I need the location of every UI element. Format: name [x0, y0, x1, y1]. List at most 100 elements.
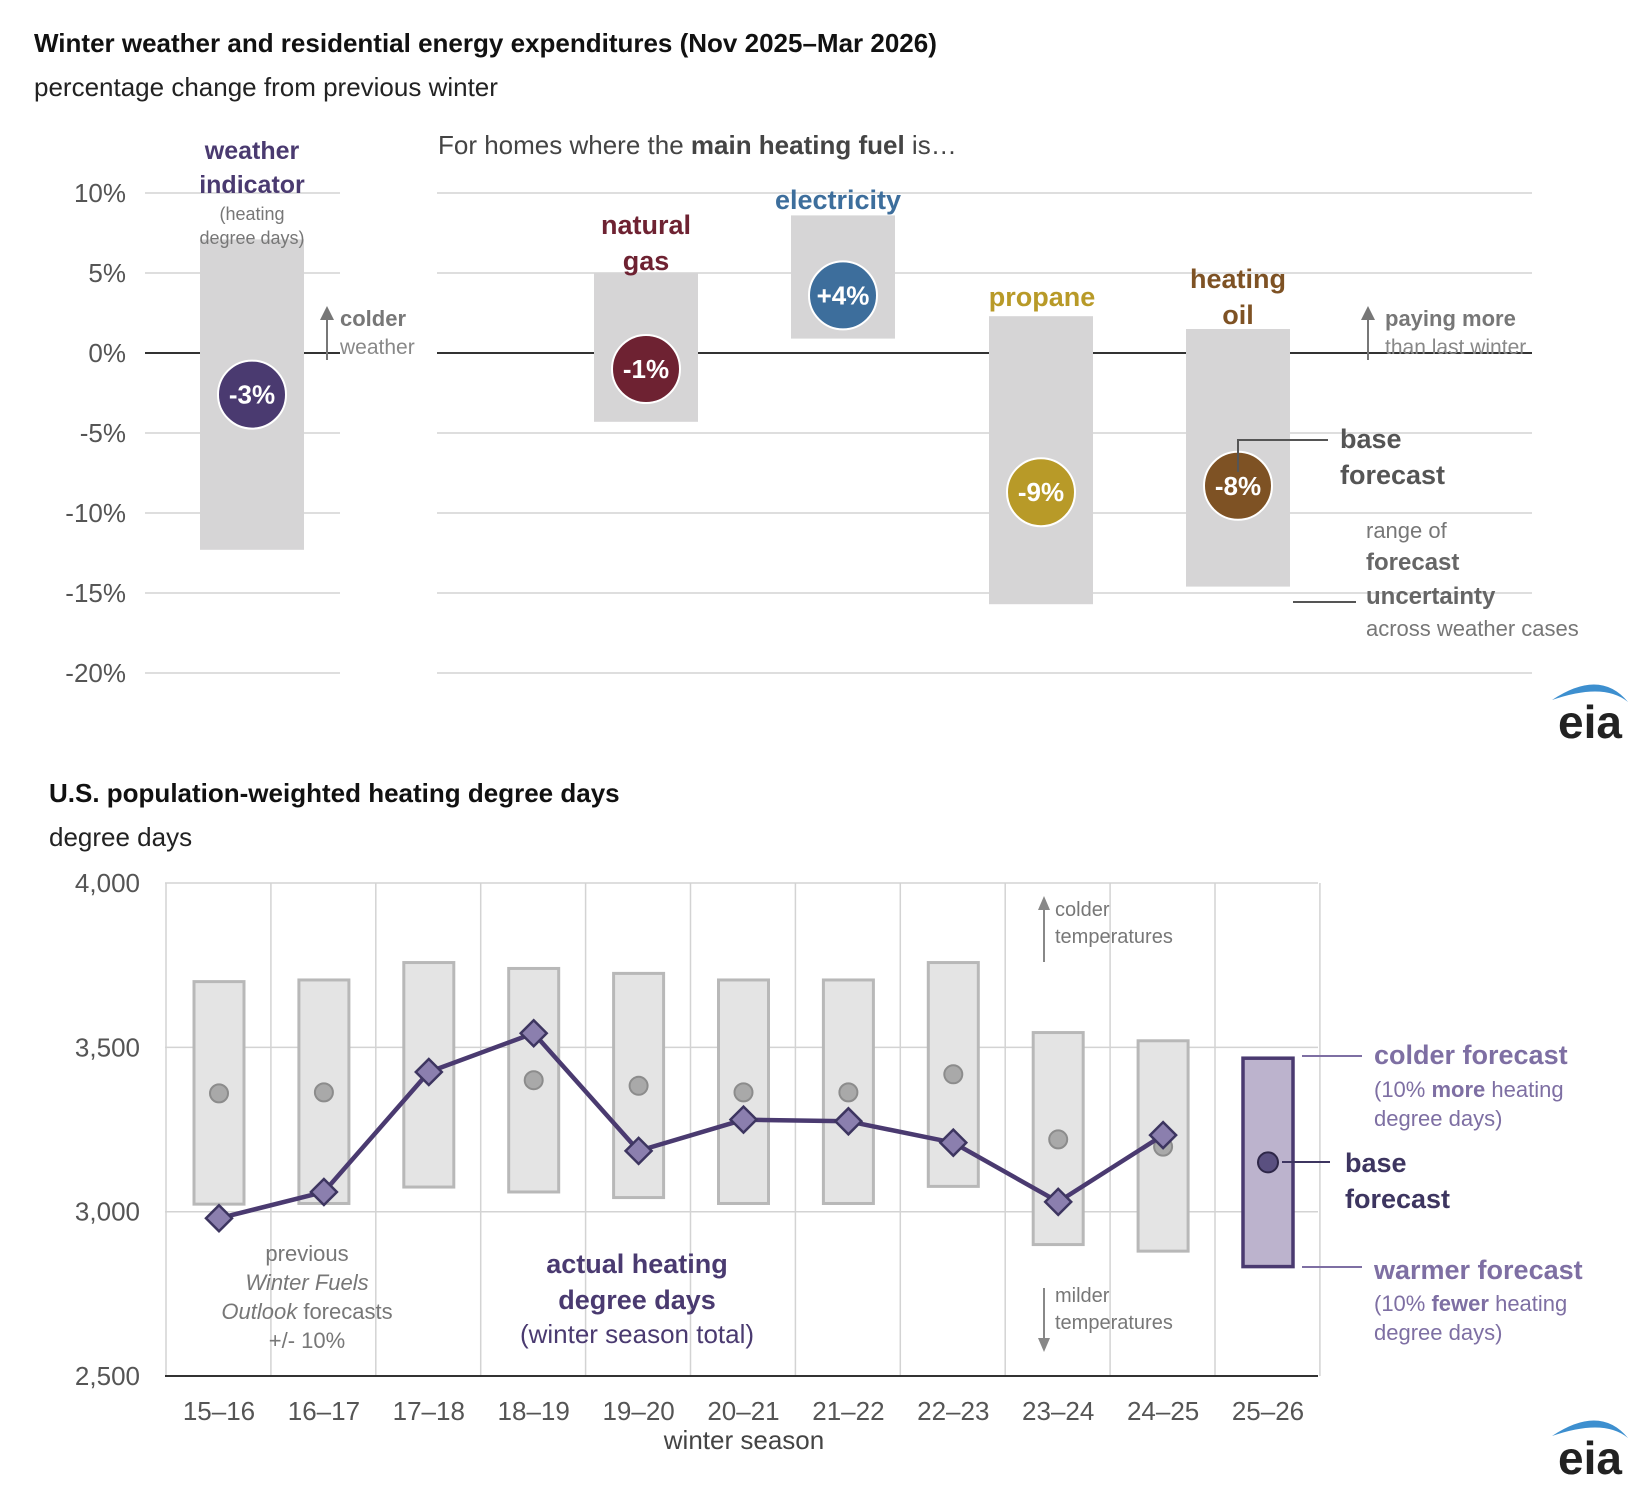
- forecast-base-marker: [628, 1075, 649, 1096]
- x-tick-label: 18–19: [498, 1396, 570, 1426]
- forecast-base-marker: [523, 1070, 544, 1091]
- bottom-actual-line: [218, 1030, 1165, 1221]
- svg-text:eia: eia: [1558, 1432, 1622, 1484]
- svg-text:uncertainty: uncertainty: [1366, 583, 1496, 610]
- svg-text:colder forecast: colder forecast: [1374, 1040, 1568, 1070]
- up-arrow-icon: [320, 306, 334, 320]
- svg-text:eia: eia: [1558, 696, 1622, 748]
- weather-indicator-sub-2: degree days): [199, 228, 304, 248]
- x-tick-label: 15–16: [183, 1396, 255, 1426]
- x-tick-label: 17–18: [393, 1396, 465, 1426]
- x-tick-label: 21–22: [812, 1396, 884, 1426]
- base-forecast-marker: [1257, 1151, 1279, 1174]
- weather-indicator-label: weather: [204, 137, 300, 165]
- forecast-base-marker: [943, 1064, 964, 1085]
- x-tick-label: 25–26: [1232, 1396, 1304, 1426]
- heating-oil-label-2: oil: [1222, 300, 1254, 330]
- fuel-intro: For homes where the main heating fuel is…: [438, 130, 957, 160]
- propane-label: propane: [989, 282, 1096, 312]
- svg-text:forecast: forecast: [1366, 549, 1459, 576]
- heating-oil-label: heating: [1190, 264, 1286, 294]
- svg-text:forecast: forecast: [1345, 1184, 1450, 1214]
- bottom-forecast-ranges: [192, 961, 1295, 1269]
- warmer-forecast-callout: warmer forecast (10% fewer heating degre…: [1302, 1255, 1583, 1345]
- eia-logo: eia: [1552, 684, 1628, 748]
- colder-temperatures-note: colder temperatures: [1038, 896, 1173, 962]
- svg-text:warmer forecast: warmer forecast: [1373, 1255, 1583, 1285]
- electricity-base-marker: [808, 260, 878, 331]
- y-tick-label: 0%: [88, 338, 126, 368]
- svg-text:paying more: paying more: [1385, 306, 1516, 331]
- up-arrow-icon: [1361, 306, 1375, 320]
- forecast-base-marker: [1048, 1129, 1069, 1150]
- actual-hdd-point: [204, 1203, 234, 1234]
- actual-hdd-point: [938, 1127, 969, 1158]
- forecast-base-marker: [733, 1082, 754, 1103]
- svg-text:colder: colder: [340, 306, 406, 331]
- natural-gas-label: natural: [601, 210, 691, 240]
- svg-text:(10% more heating: (10% more heating: [1374, 1077, 1564, 1102]
- actual-hdd-point: [309, 1177, 339, 1207]
- top-chart-subtitle: percentage change from previous winter: [34, 72, 498, 102]
- propane-value-label: -9%: [1018, 477, 1064, 507]
- actual-hdd-note: actual heating degree days (winter seaso…: [520, 1249, 754, 1349]
- y-tick-label: -20%: [65, 658, 126, 688]
- x-tick-label: 24–25: [1127, 1396, 1199, 1426]
- x-axis-label: winter season: [663, 1425, 824, 1455]
- x-tick-label: 16–17: [288, 1396, 360, 1426]
- svg-text:(10% fewer heating: (10% fewer heating: [1374, 1291, 1567, 1316]
- svg-text:forecast: forecast: [1340, 460, 1445, 490]
- actual-hdd-point: [728, 1104, 759, 1135]
- colder-weather-note: colder weather: [320, 306, 415, 360]
- natural-gas-value-label: -1%: [623, 354, 669, 384]
- svg-text:weather: weather: [339, 336, 415, 359]
- bottom-x-axis: 15–16 16–17 17–18 18–19 19–20 20–21 21–22 22–23…: [183, 1396, 1304, 1426]
- colder-forecast-callout: colder forecast (10% more heating degree…: [1302, 1040, 1568, 1131]
- svg-text:temperatures: temperatures: [1055, 1312, 1173, 1334]
- bottom-actual-points: [204, 1018, 1178, 1234]
- svg-text:previous: previous: [265, 1241, 348, 1266]
- weather-indicator-sub: (heating: [219, 204, 284, 224]
- eia-logo-bottom: eia: [1552, 1420, 1628, 1484]
- forecast-base-marker: [209, 1083, 229, 1104]
- natural-gas-base-marker: [611, 334, 681, 404]
- svg-text:degree days: degree days: [558, 1285, 716, 1315]
- svg-text:Winter Fuels: Winter Fuels: [245, 1270, 368, 1295]
- eia-swoosh-icon: [1552, 684, 1628, 702]
- x-tick-label: 20–21: [707, 1396, 779, 1426]
- svg-text:temperatures: temperatures: [1055, 926, 1173, 948]
- x-tick-label: 19–20: [602, 1396, 674, 1426]
- svg-text:range of: range of: [1366, 518, 1448, 543]
- milder-temperatures-note: milder temperatures: [1038, 1285, 1173, 1352]
- bottom-gridlines: [165, 882, 1321, 1377]
- actual-hdd-point: [1043, 1187, 1073, 1217]
- actual-hdd-series-line: [218, 1030, 1165, 1221]
- svg-text:colder: colder: [1055, 899, 1110, 921]
- actual-hdd-point: [414, 1057, 444, 1087]
- propane-base-marker: [1006, 457, 1076, 528]
- svg-text:degree days): degree days): [1374, 1320, 1502, 1345]
- y-tick-label: -15%: [65, 578, 126, 608]
- electricity-value-label: +4%: [817, 280, 870, 310]
- actual-hdd-point: [518, 1018, 549, 1048]
- y-tick-label: 3,500: [75, 1032, 140, 1062]
- y-tick-label: 4,000: [75, 868, 140, 898]
- down-arrow-icon: [1038, 1338, 1050, 1352]
- actual-hdd-point: [1148, 1120, 1178, 1150]
- forecast-base-marker: [313, 1082, 334, 1103]
- electricity-label: electricity: [775, 185, 901, 215]
- svg-text:than last winter: than last winter: [1385, 336, 1526, 359]
- svg-text:across weather cases: across weather cases: [1366, 616, 1579, 641]
- x-tick-label: 22–23: [917, 1396, 989, 1426]
- range-uncertainty-callout: range of forecast uncertainty across wea…: [1293, 518, 1579, 641]
- forecast-range-box: [717, 978, 770, 1205]
- svg-text:actual heating: actual heating: [546, 1249, 728, 1279]
- top-y-axis: 10% 5% 0% -5% -10% -15% -20%: [65, 178, 126, 688]
- svg-text:milder: milder: [1055, 1285, 1110, 1307]
- eia-swoosh-icon: [1552, 1420, 1628, 1438]
- y-tick-label: 10%: [74, 178, 126, 208]
- bottom-chart-subtitle: degree days: [49, 822, 192, 852]
- previous-forecasts-note: previous Winter Fuels Outlook forecasts …: [221, 1241, 392, 1353]
- y-tick-label: -10%: [65, 498, 126, 528]
